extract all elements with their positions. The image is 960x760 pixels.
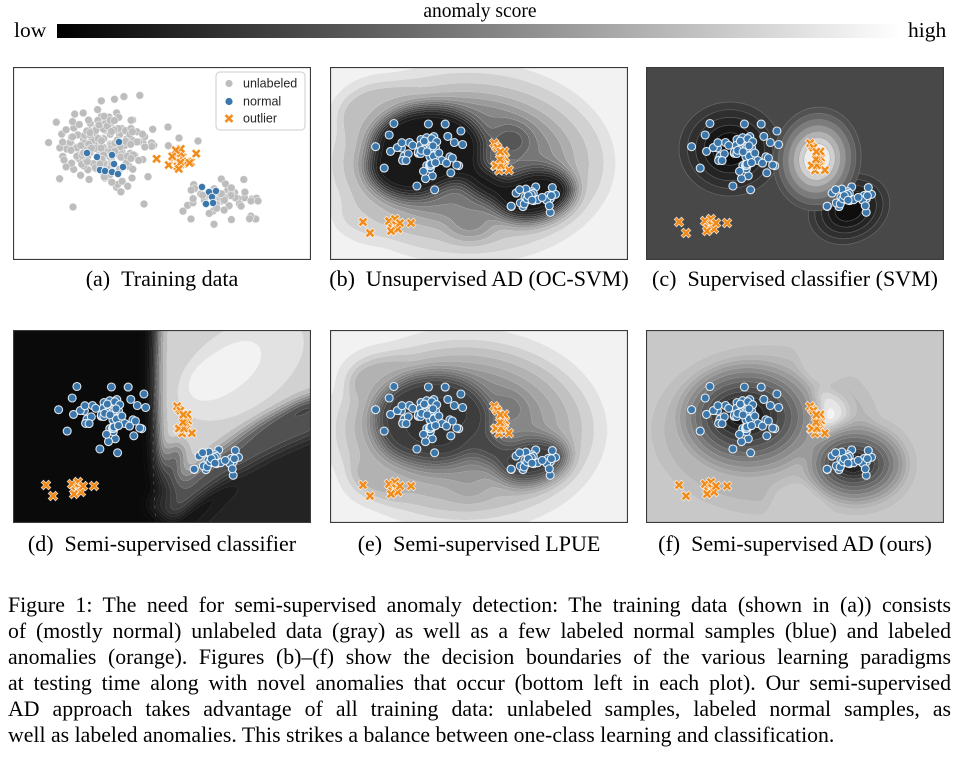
svg-text:unlabeled: unlabeled — [243, 77, 297, 91]
svg-text:normal: normal — [243, 95, 281, 109]
svg-text:outlier: outlier — [243, 112, 277, 126]
